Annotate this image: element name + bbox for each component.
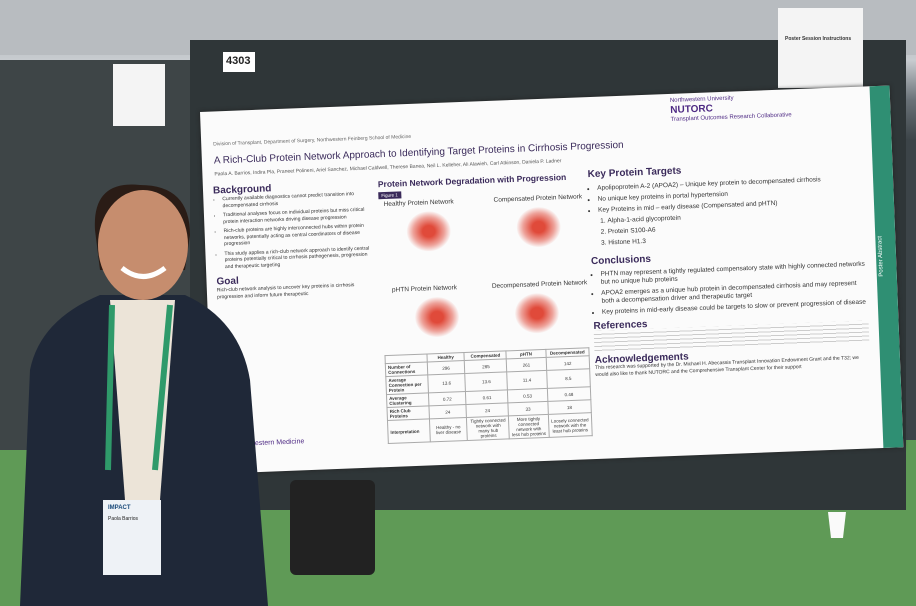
board-number: 4303 (226, 55, 251, 67)
instructions-sign: Poster Session Instructions (785, 36, 852, 42)
badge-event: IMPACT (108, 505, 131, 511)
badge-name: Paola Barrios (108, 516, 139, 522)
